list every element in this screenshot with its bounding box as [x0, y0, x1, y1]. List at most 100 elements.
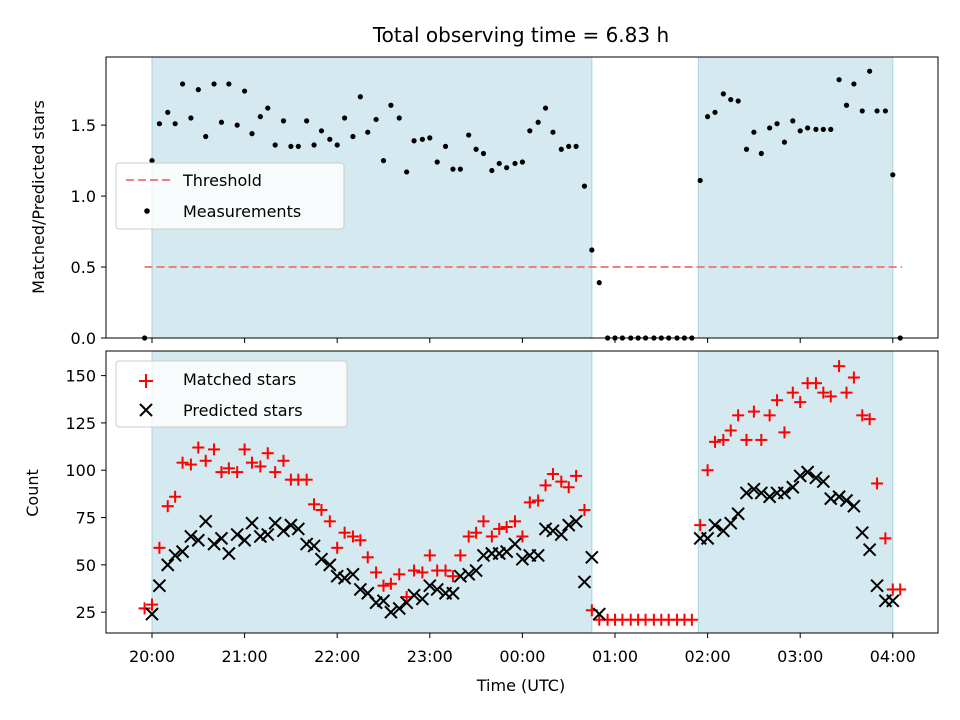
measurement-point	[743, 146, 750, 152]
top-y-tick-label: 1.0	[71, 187, 96, 206]
matched-star-point	[685, 613, 698, 626]
measurement-point	[813, 126, 819, 132]
predicted-star-stroke-b	[261, 527, 275, 542]
measurement-point	[342, 115, 348, 121]
predicted-star-point	[839, 493, 854, 508]
predicted-star-stroke-b	[777, 486, 792, 500]
matched-star-point	[562, 481, 575, 494]
predicted-star-point	[346, 567, 360, 582]
matched-star-point	[817, 386, 830, 399]
predicted-star-stroke-b	[453, 569, 468, 583]
measurement-point	[396, 115, 402, 121]
predicted-star-point	[199, 514, 213, 529]
matched-star-point	[824, 390, 837, 403]
matched-star-point	[523, 496, 536, 509]
matched-star-point	[747, 405, 760, 418]
measurement-point	[188, 115, 194, 121]
bottom-x-tick-label: 03:00	[777, 647, 823, 666]
predicted-star-stroke-b	[592, 607, 606, 621]
predicted-star-stroke-b	[538, 522, 553, 536]
predicted-star-stroke-b	[793, 469, 807, 483]
measurement-point	[195, 87, 201, 93]
measurement-point	[519, 159, 526, 165]
predicted-star-point	[862, 543, 877, 557]
measurement-point	[859, 108, 865, 114]
matched-star-point	[833, 360, 846, 373]
predicted-star-point	[207, 537, 221, 551]
matched-star-point	[238, 443, 251, 456]
predicted-star-stroke-b	[708, 518, 722, 532]
predicted-star-stroke-b	[268, 516, 282, 530]
measurement-point	[257, 114, 263, 120]
predicted-star-stroke-b	[307, 539, 321, 553]
predicted-star-point	[700, 531, 715, 546]
predicted-star-point	[469, 563, 483, 578]
bottom-legend: Matched stars Predicted stars	[115, 360, 348, 428]
bottom-x-axis: 20:00 21:00 22:00 23:00 00:00 01:00 02:00 03:00…	[129, 633, 916, 666]
predicted-star-point	[191, 533, 206, 547]
predicted-star-point	[291, 522, 306, 536]
matched-star-point	[323, 515, 336, 528]
matched-star-point	[408, 564, 421, 577]
matched-star-point	[222, 462, 235, 475]
x-axis-label: Time (UTC)	[476, 676, 565, 695]
predicted-star-stroke-b	[152, 578, 167, 593]
predicted-star-point	[145, 607, 159, 621]
predicted-star-stroke-b	[786, 480, 800, 494]
predicted-star-stroke-b	[237, 533, 252, 547]
matched-star-point	[199, 454, 212, 467]
measurement-point	[797, 128, 803, 134]
predicted-star-stroke-b	[245, 516, 259, 530]
matched-star-point	[361, 551, 374, 564]
predicted-star-stroke-b	[284, 518, 298, 532]
measurement-point	[334, 142, 340, 148]
legend-predicted-swatch	[139, 403, 153, 417]
measurement-point	[450, 166, 456, 172]
matched-star-point	[269, 466, 282, 479]
predicted-star-stroke-b	[809, 471, 823, 485]
predicted-star-point	[152, 578, 167, 593]
top-panel: 0.0 0.5 1.0 1.5 Matched/Predicted stars Thr…	[29, 56, 939, 348]
measurement-point	[272, 142, 278, 148]
predicted-star-point	[230, 527, 244, 542]
matched-star-point	[546, 468, 559, 481]
measurement-point	[218, 119, 225, 125]
measurement-point	[728, 96, 734, 103]
matched-star-point	[176, 456, 189, 469]
matched-star-point	[555, 475, 568, 488]
predicted-star-stroke-b	[446, 586, 460, 600]
measurement-point	[172, 121, 178, 127]
predicted-star-stroke-b	[886, 594, 900, 608]
predicted-star-point	[592, 607, 606, 621]
measurement-point	[573, 143, 579, 150]
predicted-star-point	[786, 480, 800, 494]
predicted-star-stroke-b	[415, 592, 430, 606]
predicted-star-stroke-b	[469, 563, 483, 578]
matched-star-point	[470, 526, 483, 539]
predicted-star-point	[793, 469, 807, 483]
predicted-star-stroke-b	[700, 531, 715, 546]
matched-star-point	[493, 522, 506, 535]
predicted-star-point	[886, 594, 900, 608]
predicted-star-point	[508, 537, 522, 551]
measurement-point	[874, 108, 880, 114]
predicted-star-point	[384, 605, 398, 619]
predicted-star-stroke-b	[554, 527, 568, 542]
matched-star-point	[146, 598, 158, 611]
matched-star-point	[477, 515, 490, 528]
predicted-star-stroke-b	[739, 486, 754, 500]
matched-star-point	[863, 413, 876, 426]
bottom-x-tick-label: 01:00	[592, 647, 638, 666]
predicted-star-stroke-b	[839, 493, 854, 508]
predicted-star-point	[569, 514, 583, 529]
bottom-x-tick-label: 04:00	[870, 647, 916, 666]
matched-star-point	[701, 464, 714, 477]
measurement-point	[496, 160, 502, 167]
predicted-star-stroke-b	[423, 578, 437, 593]
matched-star-point	[231, 466, 244, 479]
predicted-star-point	[824, 491, 838, 506]
matched-star-point	[786, 386, 799, 399]
predicted-star-stroke-b	[731, 507, 745, 521]
matched-star-point	[539, 479, 552, 492]
